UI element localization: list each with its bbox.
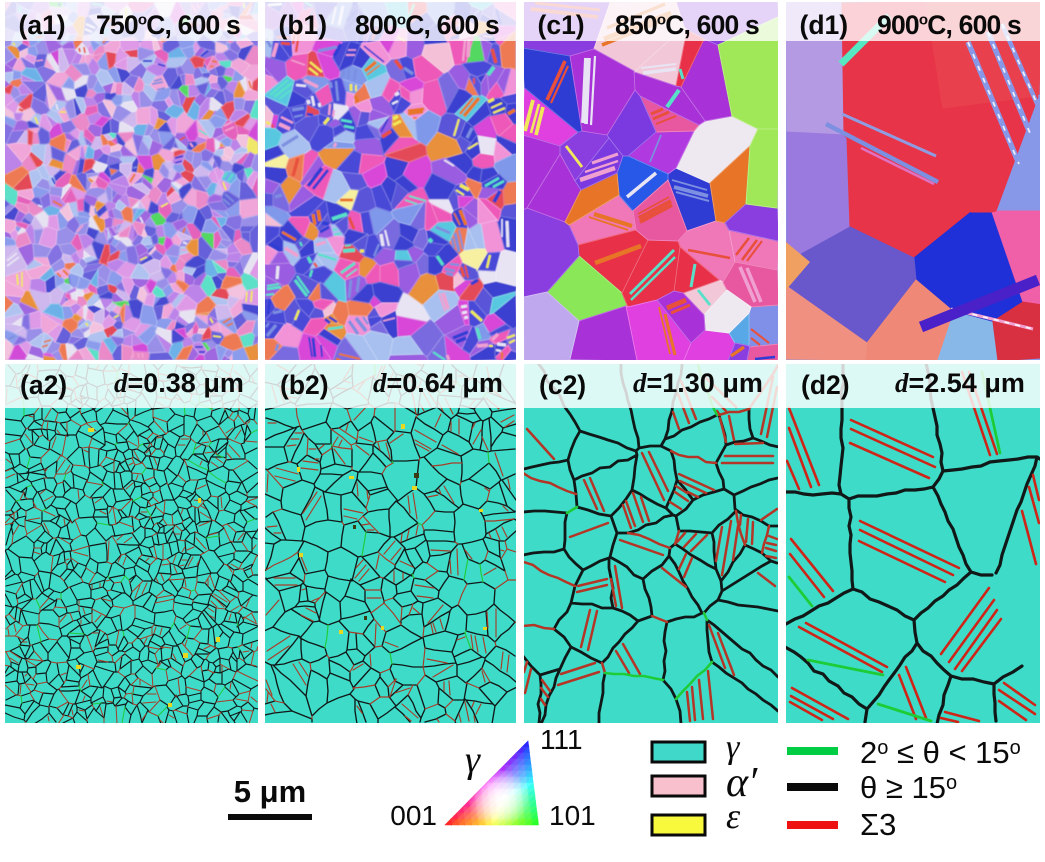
svg-text:(c1): (c1) bbox=[538, 10, 585, 40]
svg-text:θ ≥ 15o: θ ≥ 15o bbox=[860, 770, 957, 805]
svg-text:d=2.54 μm: d=2.54 μm bbox=[895, 368, 1025, 398]
svg-text:(b2): (b2) bbox=[280, 370, 329, 400]
svg-text:(b1): (b1) bbox=[279, 10, 328, 40]
svg-text:(c2): (c2) bbox=[539, 370, 586, 400]
svg-text:(d1): (d1) bbox=[800, 10, 849, 40]
svg-text:750oC, 600 s: 750oC, 600 s bbox=[96, 10, 240, 40]
svg-text:γ: γ bbox=[465, 739, 481, 781]
svg-text:(a2): (a2) bbox=[20, 370, 67, 400]
svg-text:d=0.38 μm: d=0.38 μm bbox=[114, 368, 244, 398]
svg-text:(d2): (d2) bbox=[801, 370, 850, 400]
svg-text:900oC, 600 s: 900oC, 600 s bbox=[877, 10, 1021, 40]
svg-text:ε: ε bbox=[726, 796, 741, 836]
svg-text:101: 101 bbox=[549, 800, 596, 831]
svg-text:800oC, 600 s: 800oC, 600 s bbox=[355, 10, 499, 40]
svg-text:d=1.30 μm: d=1.30 μm bbox=[633, 368, 763, 398]
svg-text:5 μm: 5 μm bbox=[234, 774, 306, 809]
svg-text:d=0.64 μm: d=0.64 μm bbox=[373, 368, 503, 398]
svg-text:2o ≤ θ < 15o: 2o ≤ θ < 15o bbox=[860, 735, 1021, 770]
svg-text:850oC, 600 s: 850oC, 600 s bbox=[615, 10, 759, 40]
svg-text:Σ3: Σ3 bbox=[860, 807, 896, 842]
svg-text:111: 111 bbox=[540, 724, 583, 755]
svg-text:α′: α′ bbox=[726, 760, 758, 806]
svg-text:001: 001 bbox=[390, 800, 437, 831]
svg-text:γ: γ bbox=[726, 729, 741, 766]
svg-text:(a1): (a1) bbox=[19, 10, 66, 40]
